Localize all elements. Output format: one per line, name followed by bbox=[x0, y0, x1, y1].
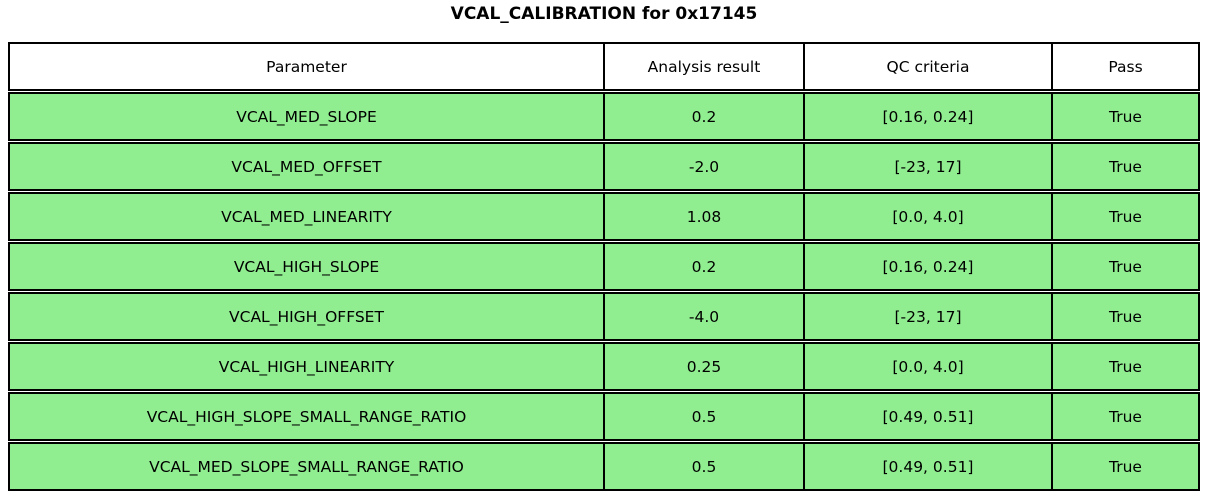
cell-qc-criteria: [0.49, 0.51] bbox=[803, 444, 1051, 489]
column-header-parameter: Parameter bbox=[266, 57, 347, 76]
page-title: VCAL_CALIBRATION for 0x17145 bbox=[450, 4, 758, 24]
cell-pass: True bbox=[1051, 394, 1198, 439]
column-header-analysis-result: Analysis result bbox=[603, 44, 803, 89]
cell-analysis-result: 0.5 bbox=[603, 444, 803, 489]
cell-qc-criteria: [0.16, 0.24] bbox=[803, 244, 1051, 289]
cell-qc-criteria: [0.0, 4.0] bbox=[803, 344, 1051, 389]
cell-qc-criteria: [0.0, 4.0] bbox=[803, 194, 1051, 239]
cell-parameter: VCAL_HIGH_LINEARITY bbox=[218, 357, 395, 376]
cell-parameter: VCAL_MED_OFFSET bbox=[231, 157, 382, 176]
cell-pass: True bbox=[1051, 94, 1198, 139]
cell-analysis-result: 0.5 bbox=[603, 394, 803, 439]
cell-qc-criteria: [-23, 17] bbox=[803, 144, 1051, 189]
cell-parameter: VCAL_HIGH_SLOPE_SMALL_RANGE_RATIO bbox=[146, 407, 467, 426]
table-row: VCAL_MED_LINEARITY 1.08 [0.0, 4.0] True bbox=[8, 192, 1200, 241]
cell-analysis-result: 0.2 bbox=[603, 244, 803, 289]
cell-analysis-result: 0.2 bbox=[603, 94, 803, 139]
table-row: VCAL_HIGH_SLOPE 0.2 [0.16, 0.24] True bbox=[8, 242, 1200, 291]
cell-parameter: VCAL_MED_LINEARITY bbox=[221, 207, 392, 226]
cell-qc-criteria: [0.49, 0.51] bbox=[803, 394, 1051, 439]
column-header-qc-criteria: QC criteria bbox=[803, 44, 1051, 89]
table-row: VCAL_HIGH_LINEARITY 0.25 [0.0, 4.0] True bbox=[8, 342, 1200, 391]
cell-pass: True bbox=[1051, 244, 1198, 289]
cell-analysis-result: 1.08 bbox=[603, 194, 803, 239]
qc-results-table: Parameter Analysis result QC criteria Pa… bbox=[8, 42, 1200, 492]
cell-pass: True bbox=[1051, 294, 1198, 339]
cell-qc-criteria: [0.16, 0.24] bbox=[803, 94, 1051, 139]
cell-parameter: VCAL_MED_SLOPE bbox=[236, 107, 377, 126]
cell-analysis-result: -4.0 bbox=[603, 294, 803, 339]
table-row: VCAL_MED_SLOPE 0.2 [0.16, 0.24] True bbox=[8, 92, 1200, 141]
cell-analysis-result: -2.0 bbox=[603, 144, 803, 189]
cell-pass: True bbox=[1051, 444, 1198, 489]
table-row: VCAL_MED_OFFSET -2.0 [-23, 17] True bbox=[8, 142, 1200, 191]
cell-parameter: VCAL_HIGH_OFFSET bbox=[229, 307, 384, 326]
table-header-row: Parameter Analysis result QC criteria Pa… bbox=[8, 42, 1200, 91]
table-row: VCAL_HIGH_SLOPE_SMALL_RANGE_RATIO 0.5 [0… bbox=[8, 392, 1200, 441]
cell-pass: True bbox=[1051, 194, 1198, 239]
table-row: VCAL_MED_SLOPE_SMALL_RANGE_RATIO 0.5 [0.… bbox=[8, 442, 1200, 491]
cell-pass: True bbox=[1051, 344, 1198, 389]
cell-analysis-result: 0.25 bbox=[603, 344, 803, 389]
column-header-pass: Pass bbox=[1051, 44, 1198, 89]
cell-qc-criteria: [-23, 17] bbox=[803, 294, 1051, 339]
cell-parameter: VCAL_MED_SLOPE_SMALL_RANGE_RATIO bbox=[149, 457, 464, 476]
cell-parameter: VCAL_HIGH_SLOPE bbox=[233, 257, 380, 276]
cell-pass: True bbox=[1051, 144, 1198, 189]
table-row: VCAL_HIGH_OFFSET -4.0 [-23, 17] True bbox=[8, 292, 1200, 341]
